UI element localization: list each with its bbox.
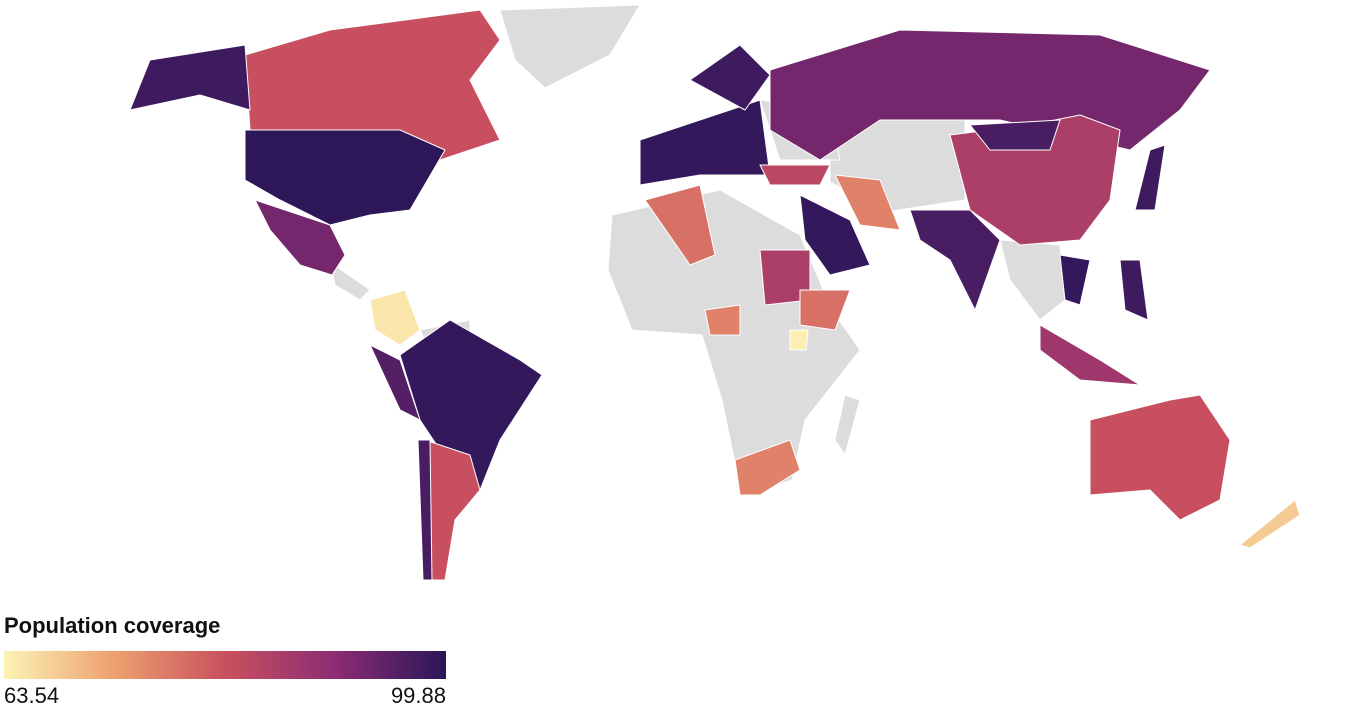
country — [424, 439, 481, 581]
country — [1239, 499, 1301, 549]
country — [1059, 254, 1091, 306]
country — [969, 119, 1061, 151]
country — [1089, 394, 1231, 521]
country — [1039, 324, 1141, 386]
colorbar — [4, 651, 446, 679]
country — [909, 209, 1001, 311]
regions — [129, 9, 1301, 581]
country — [417, 439, 433, 581]
country — [789, 329, 809, 351]
country — [244, 129, 446, 226]
no-data-country — [329, 261, 371, 301]
country — [639, 99, 771, 186]
country — [1119, 259, 1149, 321]
country — [399, 319, 543, 491]
country — [704, 304, 741, 336]
country — [799, 289, 851, 331]
colorbar-max-label: 99.88 — [391, 683, 446, 708]
country — [799, 194, 871, 276]
country — [1134, 144, 1166, 211]
no-data-country — [999, 239, 1066, 321]
legend-title: Population coverage — [4, 613, 220, 638]
no-data-country — [834, 394, 861, 456]
country — [254, 199, 346, 276]
country — [369, 344, 421, 421]
country — [644, 184, 716, 266]
no-data-country — [499, 4, 641, 89]
country — [759, 164, 831, 186]
colorbar-min-label: 63.54 — [4, 683, 59, 708]
country — [369, 289, 421, 346]
country — [734, 439, 801, 496]
country — [129, 44, 251, 111]
country — [834, 174, 901, 231]
